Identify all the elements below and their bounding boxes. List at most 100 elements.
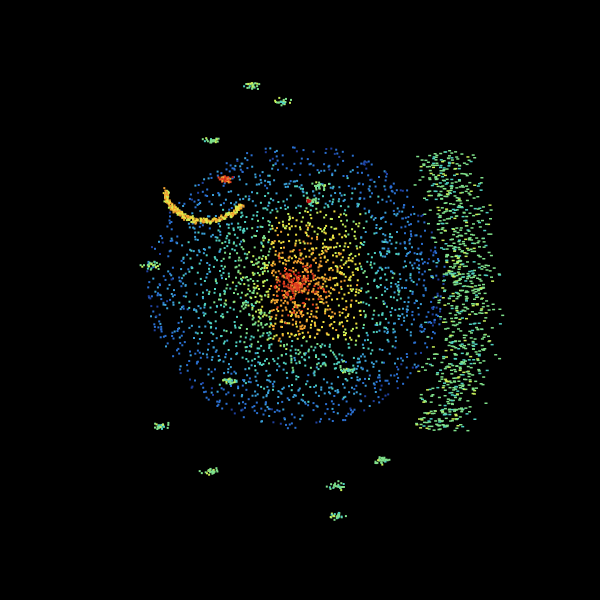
clutter-cell xyxy=(476,185,480,187)
echo-cell xyxy=(265,264,268,267)
echo-cell xyxy=(285,285,288,288)
echo-cell xyxy=(245,216,248,218)
echo-cell xyxy=(296,277,298,280)
echo-cell xyxy=(254,235,257,237)
clutter-cell xyxy=(464,291,468,294)
echo-cell xyxy=(201,232,204,235)
echo-cell xyxy=(191,267,194,269)
echo-cell xyxy=(210,331,213,334)
clutter-cell xyxy=(478,246,481,248)
echo-cell xyxy=(393,272,396,275)
echo-cell xyxy=(419,253,422,256)
echo-cell xyxy=(298,239,301,242)
echo-cell xyxy=(245,358,248,360)
echo-cell xyxy=(397,293,400,296)
echo-cell xyxy=(306,264,309,267)
echo-cell xyxy=(276,227,278,229)
echo-cell xyxy=(307,404,310,407)
echo-cell xyxy=(170,221,173,223)
echo-cell xyxy=(239,272,242,275)
echo-cell xyxy=(276,210,279,213)
echo-cell xyxy=(304,352,307,355)
echo-cell xyxy=(350,299,353,302)
clutter-cell xyxy=(476,254,480,257)
echo-cell xyxy=(324,280,327,283)
echo-cell xyxy=(233,321,236,323)
clutter-cell xyxy=(449,381,453,384)
echo-cell xyxy=(322,195,324,198)
clutter-cell xyxy=(479,309,483,312)
echo-cell xyxy=(330,286,333,289)
echo-cell xyxy=(246,152,249,155)
echo-cell xyxy=(300,289,303,292)
echo-cell xyxy=(226,311,229,314)
clutter-cell xyxy=(448,266,452,268)
hook-cell xyxy=(228,211,230,214)
echo-cell xyxy=(306,270,309,273)
echo-cell xyxy=(288,287,291,290)
echo-cell xyxy=(442,275,445,278)
echo-cell xyxy=(222,271,225,274)
clutter-cell xyxy=(445,210,449,212)
echo-cell xyxy=(283,290,286,293)
echo-cell xyxy=(230,372,233,375)
echo-cell xyxy=(329,238,331,241)
echo-cell xyxy=(287,259,290,262)
echo-cell xyxy=(372,400,375,403)
echo-cell xyxy=(378,227,381,230)
echo-cell xyxy=(312,277,315,280)
echo-cell xyxy=(179,280,182,283)
clutter-cell xyxy=(443,279,446,281)
echo-cell xyxy=(398,210,401,213)
echo-cell xyxy=(341,311,344,314)
echo-cell xyxy=(419,235,422,238)
echo-cell xyxy=(258,256,261,259)
echo-cell xyxy=(315,307,318,310)
echo-cell xyxy=(191,212,194,215)
fragment-cell xyxy=(278,96,281,99)
echo-cell xyxy=(410,235,413,238)
clutter-cell xyxy=(453,248,457,251)
echo-cell xyxy=(354,267,357,270)
echo-cell xyxy=(363,409,366,412)
clutter-cell xyxy=(448,150,452,152)
echo-cell xyxy=(291,216,294,219)
echo-cell xyxy=(182,330,185,333)
echo-cell xyxy=(375,231,378,234)
echo-cell xyxy=(295,276,298,279)
echo-cell xyxy=(341,256,344,259)
fragment-cell xyxy=(156,265,159,268)
echo-cell xyxy=(298,212,301,214)
echo-cell xyxy=(370,361,373,364)
echo-cell xyxy=(233,203,236,206)
echo-cell xyxy=(318,420,321,423)
echo-cell xyxy=(248,198,251,200)
echo-cell xyxy=(351,271,354,274)
clutter-cell xyxy=(435,423,439,426)
echo-cell xyxy=(270,408,273,411)
echo-cell xyxy=(396,373,398,376)
echo-cell xyxy=(238,264,241,267)
echo-cell xyxy=(328,343,331,346)
echo-cell xyxy=(268,344,271,346)
echo-cell xyxy=(409,334,412,337)
echo-cell xyxy=(259,317,262,320)
echo-cell xyxy=(310,237,313,240)
echo-cell xyxy=(275,299,278,302)
clutter-cell xyxy=(473,157,477,159)
echo-cell xyxy=(392,182,395,185)
echo-cell xyxy=(262,281,265,284)
echo-cell xyxy=(383,170,386,173)
clutter-cell xyxy=(431,346,435,348)
echo-cell xyxy=(292,288,295,291)
echo-cell xyxy=(352,364,355,367)
echo-cell xyxy=(294,274,297,277)
hook-cell xyxy=(228,178,231,181)
echo-cell xyxy=(270,349,273,352)
echo-cell xyxy=(321,285,324,288)
echo-cell xyxy=(286,301,289,304)
echo-cell xyxy=(396,231,398,233)
hook-cell xyxy=(202,217,205,220)
echo-cell xyxy=(345,369,348,371)
echo-cell xyxy=(298,289,301,292)
